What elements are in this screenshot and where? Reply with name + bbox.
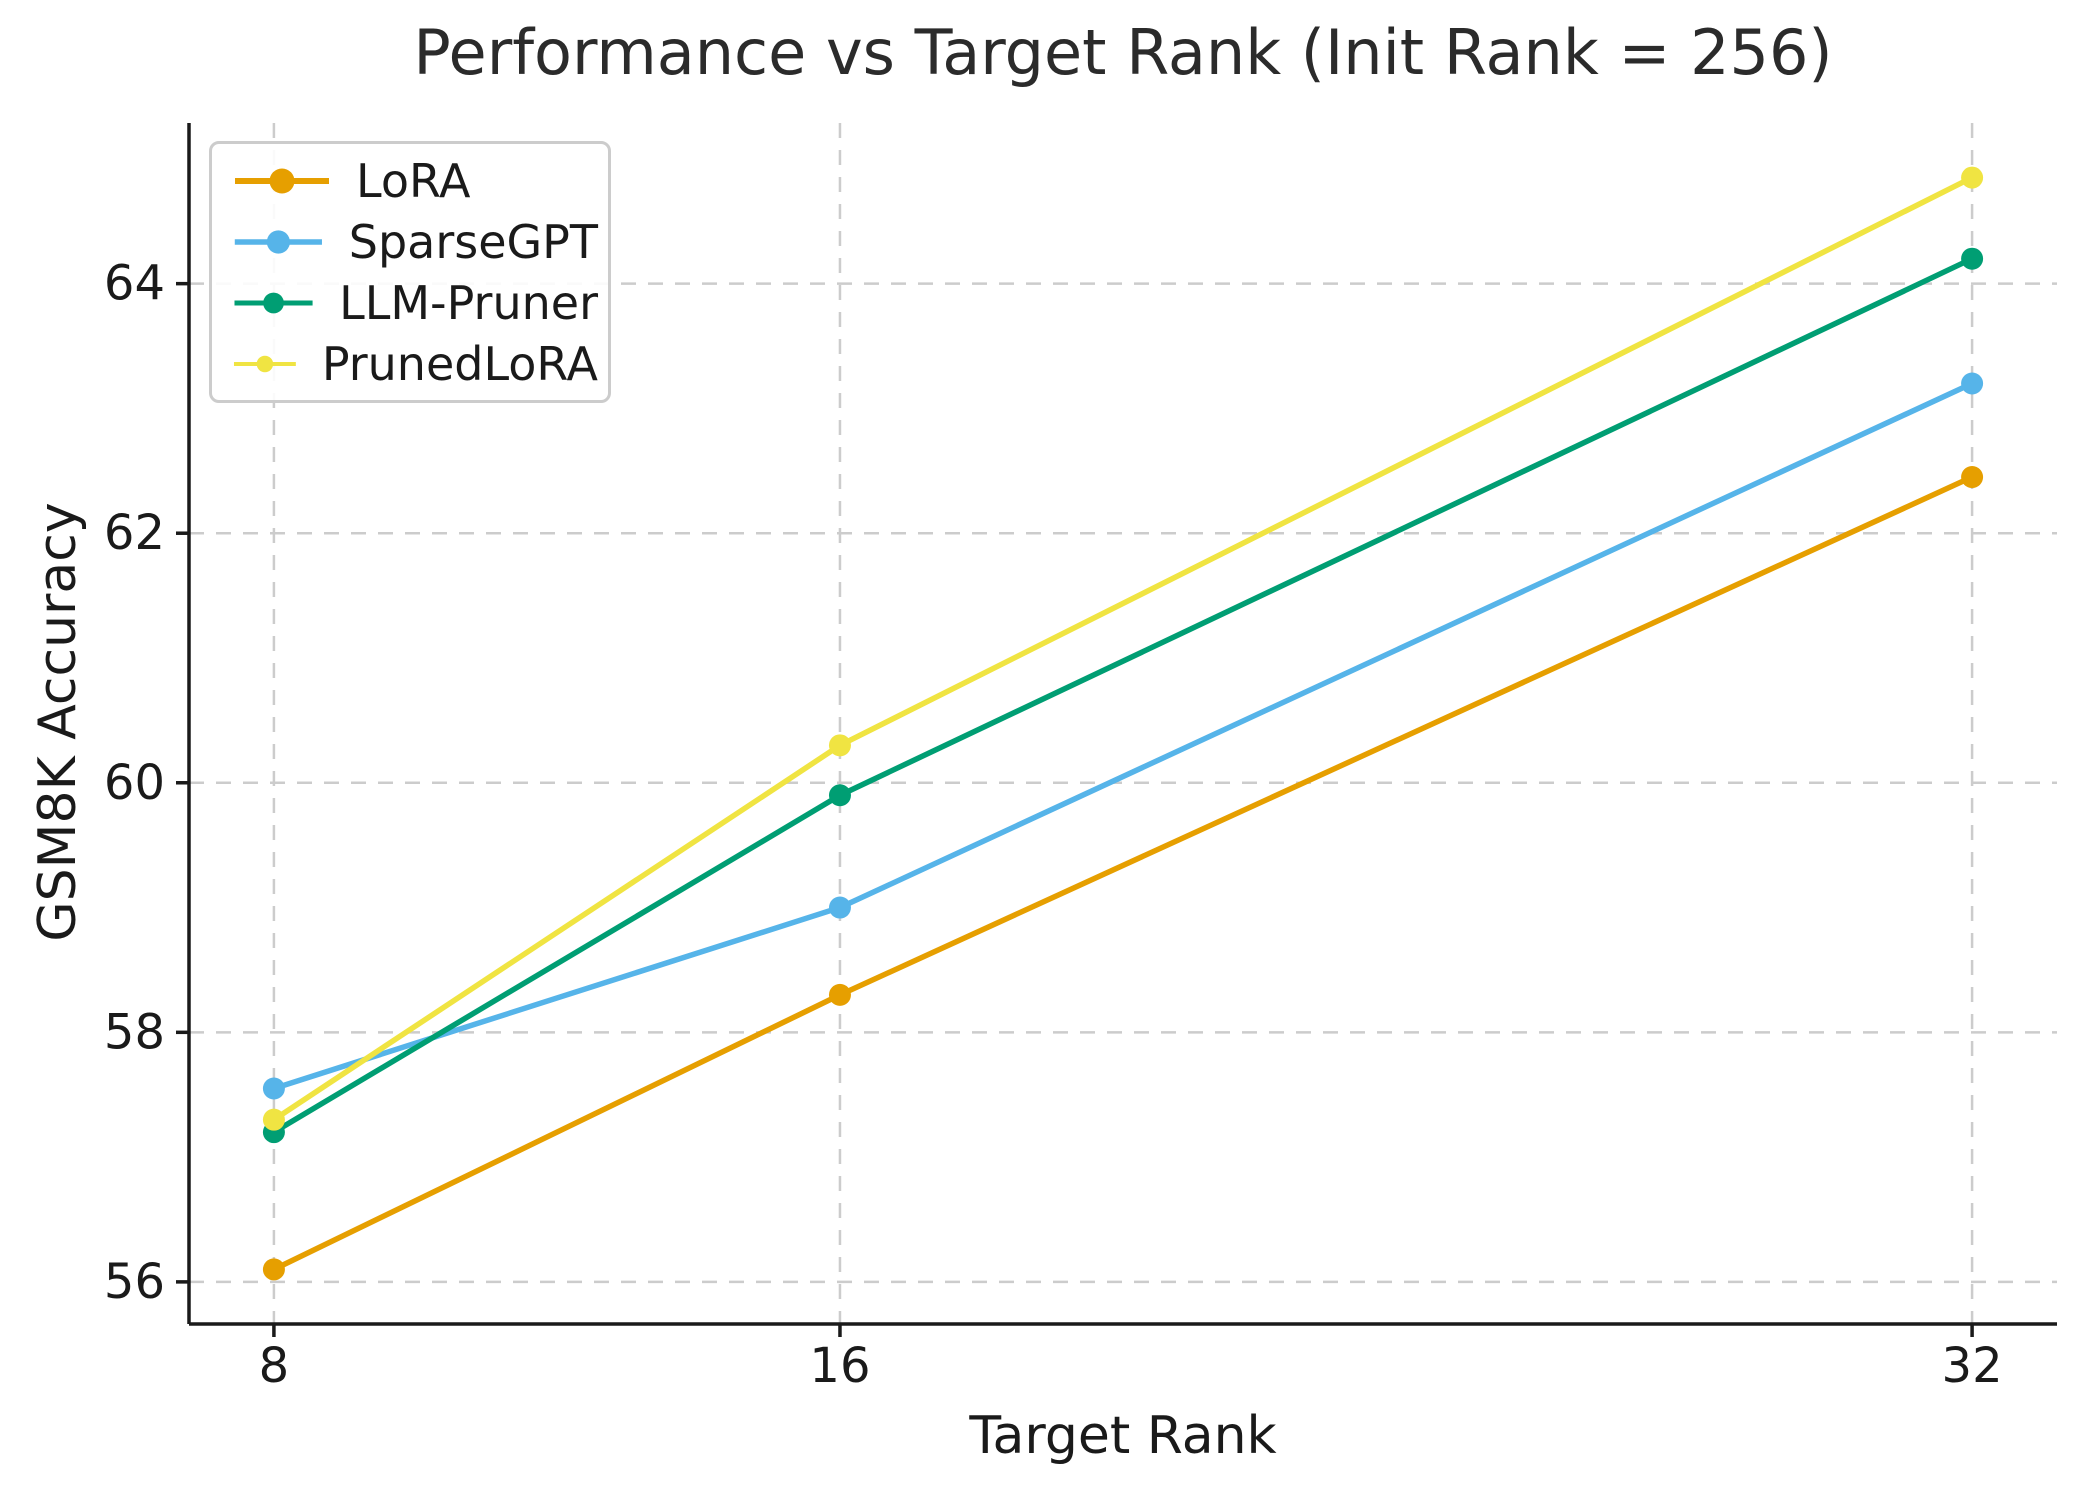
legend-item: PrunedLoRA (232, 336, 598, 392)
legend-label: PrunedLoRA (321, 336, 598, 391)
y-tick-label: 58 (104, 1004, 165, 1060)
data-point-LoRA (1961, 466, 1984, 489)
legend-item: SparseGPT (232, 214, 598, 270)
data-point-LoRA (828, 983, 851, 1006)
legend-item: LLM-Pruner (232, 275, 598, 331)
data-point-SparseGPT (1961, 372, 1984, 395)
y-tick-label: 56 (104, 1254, 165, 1310)
data-point-PrunedLoRA (1961, 166, 1984, 189)
data-point-LLM-Pruner (828, 784, 851, 807)
legend: LoRA SparseGPT LLM-Pruner PrunedLoRA (209, 141, 611, 403)
line-series-LoRA (271, 474, 1975, 1273)
data-point-PrunedLoRA (262, 1108, 285, 1131)
y-axis-label: GSM8K Accuracy (28, 502, 88, 942)
y-tick-label: 62 (104, 505, 165, 561)
legend-swatch (234, 292, 313, 313)
y-tick-label: 60 (104, 755, 165, 811)
data-point-PrunedLoRA (828, 734, 851, 757)
data-point-SparseGPT (828, 896, 851, 919)
x-tick-label: 16 (809, 1338, 870, 1394)
legend-item: LoRA (232, 153, 598, 209)
legend-swatch (234, 229, 322, 254)
data-point-LoRA (262, 1258, 285, 1281)
chart-title: Performance vs Target Rank (Init Rank = … (413, 16, 1833, 89)
y-tick-label: 64 (104, 256, 165, 312)
legend-swatch (235, 168, 329, 193)
legend-swatch (233, 355, 296, 372)
legend-label: LoRA (356, 153, 471, 208)
x-tick-label: 32 (1942, 1338, 2003, 1394)
x-axis-label: Target Rank (969, 1406, 1277, 1466)
data-point-LLM-Pruner (1961, 247, 1984, 270)
data-point-SparseGPT (262, 1077, 285, 1100)
x-tick-label: 8 (259, 1338, 290, 1394)
legend-label: SparseGPT (348, 214, 598, 269)
legend-label: LLM-Pruner (339, 275, 598, 330)
